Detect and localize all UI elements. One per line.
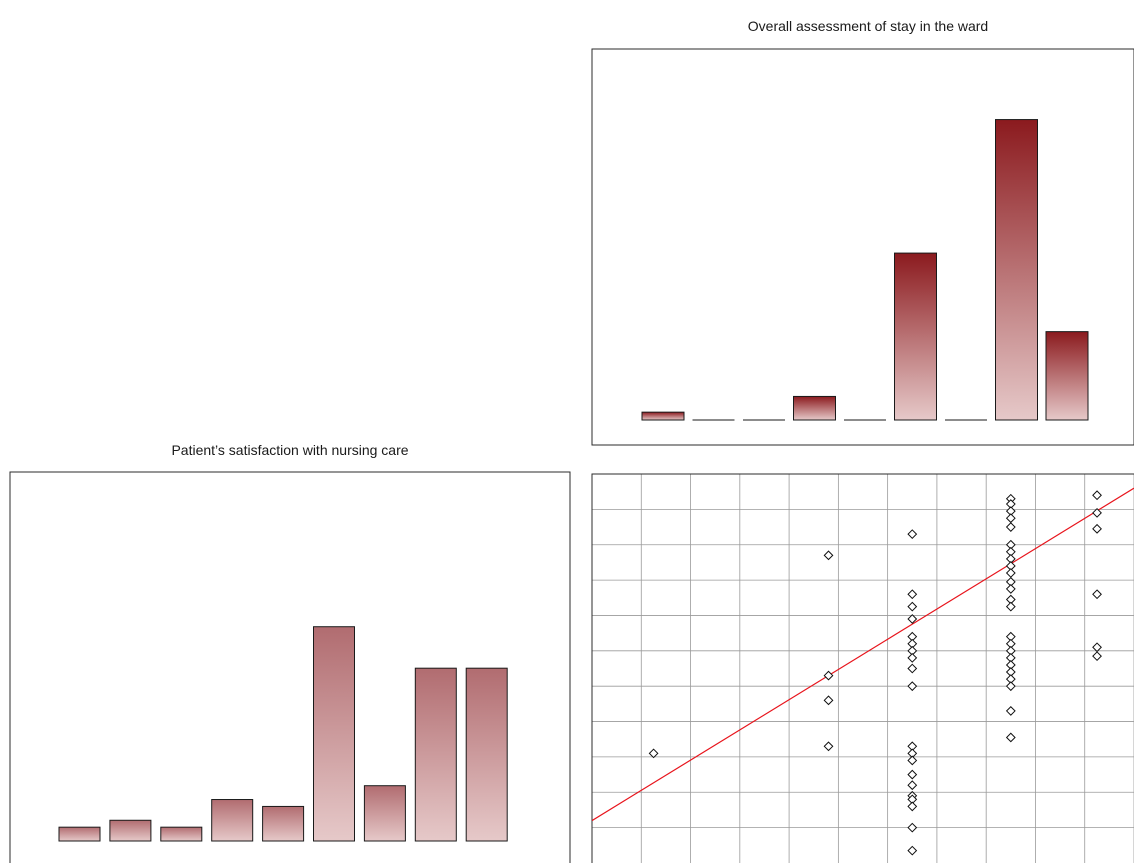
scatter-point-5 (823, 741, 834, 752)
scatter-point-2 (823, 550, 834, 561)
scatter-points (648, 490, 1102, 856)
ward-bar-9 (1045, 331, 1089, 421)
nursing-bar-2 (109, 819, 152, 842)
nursing-chart-frame (9, 471, 571, 863)
scatter-point-52 (1092, 523, 1102, 534)
ward-bar-1 (641, 411, 685, 421)
scatter-point-30 (1005, 522, 1016, 532)
scatter-point-51 (1092, 507, 1102, 518)
scatter-point-20 (907, 780, 918, 791)
scatter-point-19 (907, 769, 918, 780)
scatter-point-29 (1005, 513, 1016, 524)
scatter-point-53 (1092, 589, 1102, 600)
scatter-point-8 (907, 601, 918, 612)
scatter-point-35 (1005, 568, 1016, 578)
scatter-point-55 (1092, 651, 1102, 662)
nursing-bars (58, 626, 508, 842)
ward-chart: Overall assessment of stay in the ward (591, 18, 1134, 446)
ward-chart-title: Overall assessment of stay in the ward (748, 18, 988, 34)
scatter-point-54 (1092, 642, 1102, 653)
nursing-chart: Patient’s satisfaction with nursing care (9, 442, 571, 863)
scatter-point-15 (907, 681, 918, 692)
scatter-grid (592, 474, 1134, 863)
scatter-point-23 (907, 801, 918, 812)
scatter-point-6 (907, 529, 918, 540)
scatter-trend-line (592, 487, 1134, 822)
scatter-point-7 (907, 589, 918, 600)
nursing-bar-5 (262, 805, 305, 842)
scatter-point-13 (907, 652, 918, 663)
nursing-bar-4 (211, 799, 254, 842)
scatter-point-1 (648, 748, 659, 759)
scatter-point-47 (1005, 681, 1016, 692)
nursing-bar-1 (58, 826, 101, 842)
scatter-point-24 (907, 822, 918, 833)
scatter-point-48 (1005, 706, 1016, 716)
scatter-point-3 (823, 670, 834, 681)
ward-bar-8 (995, 119, 1038, 421)
ward-chart-frame (591, 48, 1134, 446)
scatter-point-18 (907, 755, 918, 766)
scatter-point-14 (907, 663, 918, 674)
scatter-trend-layer (592, 487, 1134, 822)
scatter-point-37 (1005, 584, 1016, 594)
ward-bar-4 (793, 395, 836, 421)
scatter-point-25 (907, 845, 918, 856)
ward-bar-6 (894, 252, 937, 421)
scatter-point-4 (823, 695, 834, 706)
scatter-chart (591, 473, 1134, 863)
nursing-bar-3 (160, 826, 203, 842)
scatter-point-49 (1005, 732, 1016, 743)
ward-bars (641, 119, 1089, 421)
nursing-bar-8 (414, 667, 457, 842)
nursing-bar-7 (363, 785, 406, 842)
nursing-chart-title: Patient’s satisfaction with nursing care (171, 442, 408, 458)
nursing-bar-6 (313, 626, 355, 842)
scatter-point-9 (907, 614, 918, 624)
nursing-bar-9 (465, 667, 508, 842)
scatter-point-50 (1092, 490, 1102, 501)
scatter-point-39 (1005, 601, 1016, 612)
scatter-chart-frame (591, 473, 1134, 863)
